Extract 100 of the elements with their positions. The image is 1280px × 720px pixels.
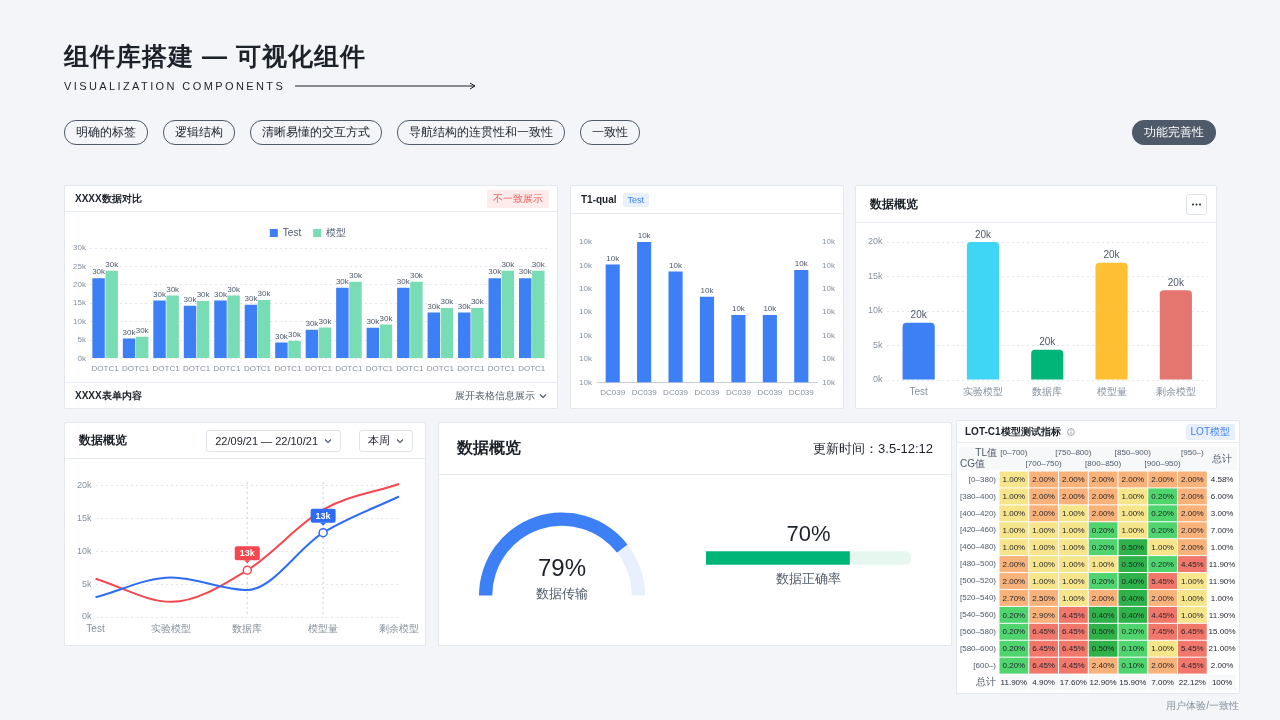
text: 展开表格信息展示 bbox=[455, 388, 535, 403]
y-tick-label: 5k bbox=[873, 339, 883, 350]
data-label: 2.00% bbox=[1121, 475, 1145, 485]
data-label: 4.45% bbox=[1062, 610, 1085, 620]
data-label: 2.50% bbox=[1032, 593, 1055, 603]
y-tick-label: 25k bbox=[72, 261, 87, 271]
data-label: 0.20% bbox=[1091, 576, 1115, 586]
bar bbox=[183, 305, 197, 358]
data-label: 2.00% bbox=[1091, 475, 1115, 485]
data-label: 1.00% bbox=[1002, 509, 1026, 519]
bar bbox=[305, 329, 319, 358]
data-label: 11.90% bbox=[1208, 576, 1236, 586]
bar bbox=[349, 281, 362, 358]
y-tick-label: 30k bbox=[72, 243, 87, 253]
data-label: 6.45% bbox=[1062, 627, 1085, 637]
data-label: 21.00% bbox=[1208, 644, 1236, 654]
bar bbox=[637, 242, 652, 383]
annotation: 10k bbox=[606, 253, 621, 263]
bar bbox=[731, 315, 746, 383]
data-label: 1.00% bbox=[1002, 492, 1026, 502]
data-label: 0.20% bbox=[1151, 525, 1174, 535]
data-label: 1.00% bbox=[1181, 610, 1204, 620]
x-tick-label: [700–750) bbox=[1025, 459, 1062, 469]
bar bbox=[427, 312, 441, 358]
bar bbox=[105, 270, 118, 358]
data-label: 0.50% bbox=[1091, 644, 1115, 654]
data-label: 1.00% bbox=[1002, 525, 1026, 535]
data-label: 4.45% bbox=[1151, 610, 1174, 620]
annotation: 30k bbox=[501, 260, 516, 270]
data-label: 12.90% bbox=[1089, 678, 1117, 688]
y-axis-title: CG值 bbox=[960, 457, 985, 469]
annotation: 30k bbox=[318, 316, 333, 326]
x-tick-label: DOTC1 bbox=[457, 364, 485, 374]
data-label: 1.00% bbox=[1210, 593, 1234, 603]
y-tick-label: 10k bbox=[77, 545, 93, 556]
annotation: 30k bbox=[488, 267, 503, 277]
bar bbox=[501, 270, 515, 358]
annotation: 30k bbox=[214, 289, 228, 299]
x-tick-label: DOTC1 bbox=[152, 364, 181, 374]
bar bbox=[762, 315, 777, 383]
data-label: 1.00% bbox=[1062, 525, 1085, 535]
bar bbox=[966, 242, 1000, 380]
bar bbox=[532, 270, 545, 358]
data-label: 4.45% bbox=[1062, 661, 1085, 671]
data-label: 2.00% bbox=[1181, 542, 1204, 552]
annotation: 10k bbox=[763, 304, 778, 314]
data-label: 6.00% bbox=[1210, 492, 1234, 502]
data-label: 6.45% bbox=[1032, 627, 1055, 637]
x-tick-label: Test bbox=[909, 385, 929, 397]
annotation: 30k bbox=[518, 267, 533, 277]
annotation: 13k bbox=[315, 510, 332, 521]
data-label: 0.10% bbox=[1121, 644, 1145, 654]
data-label: 1.00% bbox=[1032, 576, 1055, 586]
data-label: 1.00% bbox=[1032, 559, 1055, 569]
y-tick-label: [560–580) bbox=[959, 626, 997, 636]
y-tick-label: [400–420) bbox=[959, 508, 997, 518]
chart-title: XXXX数据对比 bbox=[75, 191, 142, 206]
x-tick-label: 模型量 bbox=[308, 622, 339, 634]
data-label: 5.45% bbox=[1151, 576, 1174, 586]
data-label: 2.70% bbox=[1002, 593, 1026, 603]
data-label: 1.00% bbox=[1002, 542, 1026, 552]
x-tick-label: DOTC1 bbox=[426, 364, 455, 374]
bar bbox=[92, 278, 105, 358]
y-tick-label: 15k bbox=[77, 512, 93, 523]
bar bbox=[166, 295, 179, 358]
bar bbox=[397, 287, 410, 358]
y-tick-label: 0k bbox=[873, 374, 883, 385]
data-label: 2.00% bbox=[1032, 475, 1055, 485]
annotation: 30k bbox=[153, 289, 167, 299]
bar bbox=[366, 327, 380, 358]
bar bbox=[227, 295, 240, 358]
x-tick-label: 实验模型 bbox=[962, 385, 1003, 397]
data-label: 0.20% bbox=[1151, 559, 1174, 569]
data-label: 15.90% bbox=[1119, 678, 1147, 688]
annotation: 30k bbox=[427, 301, 442, 311]
data-label: 0.10% bbox=[1121, 661, 1145, 671]
bar bbox=[1095, 262, 1128, 380]
data-label: 22.12% bbox=[1178, 678, 1206, 688]
data-label: 1.00% bbox=[1062, 576, 1085, 586]
text: 10k bbox=[579, 307, 593, 317]
data-label: 2.00% bbox=[1210, 661, 1234, 671]
y-tick-label: [500–520) bbox=[959, 576, 997, 586]
text: 10k bbox=[822, 354, 836, 364]
y-tick-label: [580–600) bbox=[959, 643, 997, 653]
data-label: 2.00% bbox=[1062, 475, 1085, 485]
y-tick-label: 10k bbox=[868, 305, 884, 316]
annotation: 30k bbox=[227, 284, 242, 294]
y-tick-label: [460–480) bbox=[959, 542, 997, 552]
annotation: 30k bbox=[288, 329, 302, 339]
annotation: 30k bbox=[349, 271, 363, 281]
annotation: 13k bbox=[239, 548, 256, 559]
chart-title: LOT-C1模型测试指标 bbox=[965, 424, 1061, 439]
x-tick-label: DOTC1 bbox=[122, 364, 150, 374]
data-label: 1.00% bbox=[1032, 525, 1055, 535]
annotation: 10k bbox=[731, 304, 746, 314]
text: 用户体验/一致性 bbox=[1166, 699, 1239, 713]
x-tick-label: DC039 bbox=[725, 388, 752, 398]
x-tick-label: DC039 bbox=[788, 388, 815, 398]
x-tick-label: DOTC1 bbox=[91, 364, 120, 374]
annotation: 30k bbox=[166, 284, 181, 294]
